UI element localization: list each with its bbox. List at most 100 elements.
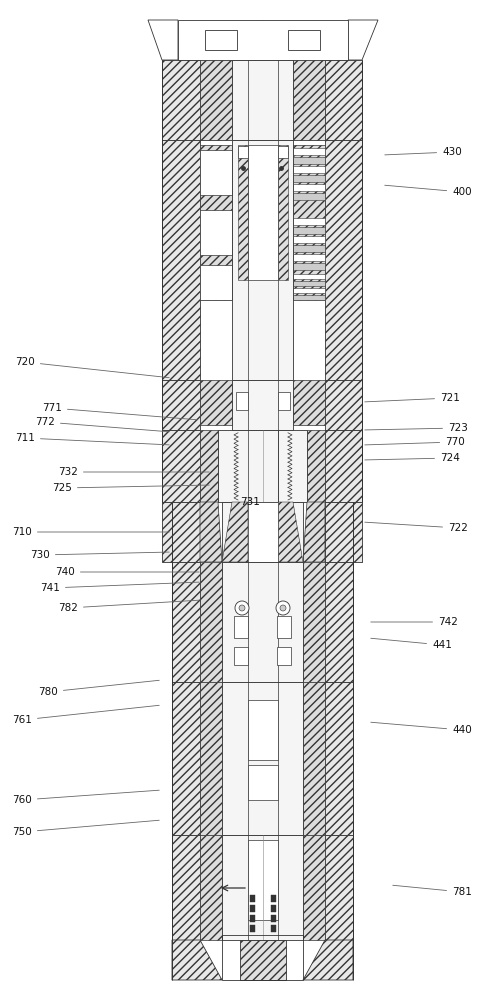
Polygon shape: [293, 60, 325, 140]
Polygon shape: [200, 60, 232, 140]
Bar: [238, 146, 248, 158]
Text: 771: 771: [42, 403, 197, 420]
Text: 780: 780: [38, 680, 159, 697]
Polygon shape: [200, 562, 222, 682]
Bar: [271, 915, 276, 922]
Text: 750: 750: [12, 820, 159, 837]
Polygon shape: [200, 502, 222, 562]
Polygon shape: [293, 145, 325, 300]
Bar: [200, 150, 232, 195]
Bar: [293, 148, 325, 155]
Circle shape: [235, 601, 249, 615]
Bar: [293, 218, 325, 225]
Polygon shape: [303, 835, 325, 940]
Text: 761: 761: [12, 705, 159, 725]
Bar: [200, 60, 325, 140]
Polygon shape: [303, 562, 325, 682]
Bar: [293, 263, 325, 270]
Polygon shape: [325, 60, 362, 140]
Circle shape: [239, 605, 245, 611]
Bar: [293, 288, 325, 293]
Bar: [222, 502, 303, 562]
Polygon shape: [303, 682, 325, 835]
Text: 722: 722: [365, 522, 468, 533]
Text: 732: 732: [58, 467, 209, 477]
Bar: [250, 895, 255, 902]
Polygon shape: [162, 430, 200, 502]
Bar: [232, 380, 293, 430]
Polygon shape: [307, 430, 325, 502]
Bar: [293, 295, 325, 300]
Text: 770: 770: [365, 437, 465, 447]
Bar: [271, 905, 276, 912]
Bar: [278, 146, 288, 158]
Bar: [293, 184, 325, 191]
Polygon shape: [303, 502, 325, 562]
Bar: [222, 682, 303, 835]
Bar: [200, 210, 232, 255]
Circle shape: [280, 605, 286, 611]
Bar: [248, 700, 278, 760]
Bar: [205, 30, 237, 50]
Polygon shape: [325, 430, 362, 502]
Polygon shape: [240, 940, 286, 980]
Text: 710: 710: [12, 527, 169, 537]
Bar: [293, 175, 325, 182]
Polygon shape: [162, 502, 200, 562]
Bar: [248, 765, 278, 800]
Polygon shape: [162, 140, 200, 380]
Polygon shape: [325, 562, 353, 682]
Text: 440: 440: [371, 722, 472, 735]
Bar: [293, 227, 325, 234]
Text: 782: 782: [58, 600, 199, 613]
Polygon shape: [172, 835, 200, 940]
Text: 772: 772: [35, 417, 169, 432]
Bar: [248, 840, 278, 920]
Bar: [293, 236, 325, 243]
Bar: [222, 935, 303, 980]
Polygon shape: [162, 380, 200, 430]
Polygon shape: [222, 502, 248, 562]
Polygon shape: [162, 60, 200, 140]
Polygon shape: [148, 20, 178, 60]
Text: 400: 400: [385, 185, 472, 197]
Bar: [234, 647, 248, 665]
Text: 741: 741: [40, 582, 199, 593]
Polygon shape: [293, 380, 325, 425]
Text: 725: 725: [52, 483, 209, 493]
Bar: [222, 835, 303, 940]
Text: 441: 441: [371, 638, 452, 650]
Polygon shape: [303, 940, 353, 980]
Polygon shape: [325, 380, 362, 430]
Bar: [293, 281, 325, 286]
Polygon shape: [348, 20, 378, 60]
Polygon shape: [278, 145, 288, 280]
Bar: [293, 245, 325, 252]
Bar: [293, 166, 325, 173]
Polygon shape: [325, 835, 353, 940]
Polygon shape: [325, 140, 362, 380]
Bar: [248, 502, 278, 562]
Bar: [277, 616, 291, 638]
Bar: [232, 60, 293, 140]
Bar: [248, 145, 278, 280]
Polygon shape: [200, 145, 232, 300]
Text: 742: 742: [371, 617, 458, 627]
Bar: [271, 925, 276, 932]
Bar: [293, 193, 325, 200]
Text: 724: 724: [365, 453, 460, 463]
Text: 430: 430: [385, 147, 462, 157]
Polygon shape: [172, 562, 200, 682]
Bar: [293, 274, 325, 279]
Polygon shape: [238, 145, 248, 280]
Bar: [236, 392, 248, 410]
Text: 730: 730: [30, 550, 169, 560]
Text: 781: 781: [393, 885, 472, 897]
Polygon shape: [200, 380, 232, 425]
Bar: [277, 647, 291, 665]
Text: 740: 740: [55, 567, 199, 577]
Bar: [178, 20, 348, 60]
Polygon shape: [172, 682, 200, 835]
Bar: [222, 562, 303, 682]
Bar: [232, 140, 293, 380]
